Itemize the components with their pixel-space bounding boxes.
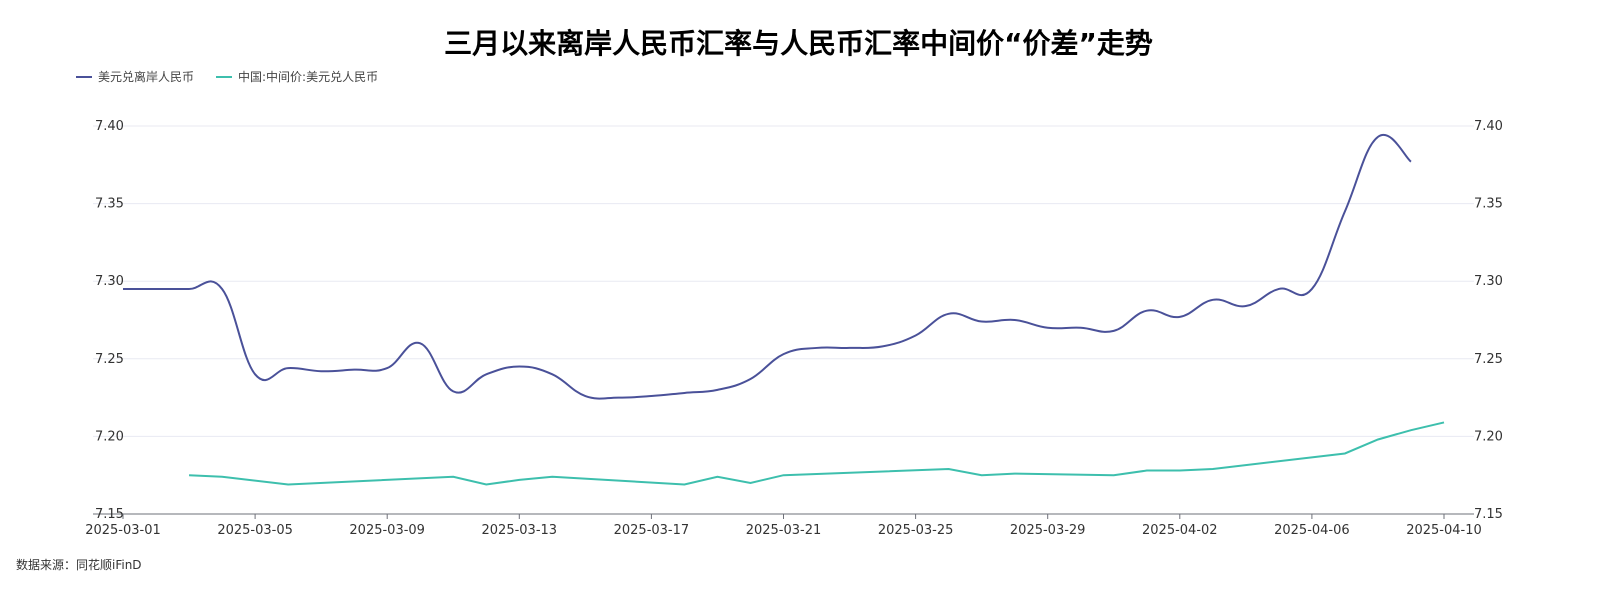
x-tick-label: 2025-03-25 <box>878 523 954 538</box>
y-tick-label-right: 7.25 <box>1474 352 1503 367</box>
y-tick-label-right: 7.35 <box>1474 197 1503 212</box>
y-tick-label-right: 7.40 <box>1474 119 1503 134</box>
legend-item-offshore[interactable]: 美元兑离岸人民币 <box>76 68 194 85</box>
legend-label: 美元兑离岸人民币 <box>98 70 195 84</box>
x-tick-label: 2025-03-05 <box>217 523 293 538</box>
series-line-0 <box>123 133 1412 400</box>
x-tick-label: 2025-03-21 <box>746 523 822 538</box>
x-tick-label: 2025-03-17 <box>614 523 690 538</box>
y-tick-label-left: 7.20 <box>95 429 124 444</box>
y-tick-label-left: 7.35 <box>95 197 124 212</box>
series-line-1 <box>189 421 1445 486</box>
y-tick-label-left: 7.40 <box>95 119 124 134</box>
legend-label: 中国:中间价:美元兑人民币 <box>238 70 379 84</box>
chart-title: 三月以来离岸人民币汇率与人民币汇率中间价“价差”走势 <box>444 27 1153 60</box>
x-tick-label: 2025-03-29 <box>1010 523 1086 538</box>
y-tick-label-left: 7.15 <box>95 507 124 522</box>
x-tick-label: 2025-04-10 <box>1406 523 1482 538</box>
legend: 美元兑离岸人民币 中国:中间价:美元兑人民币 <box>76 68 378 85</box>
y-tick-label-right: 7.20 <box>1474 429 1503 444</box>
y-tick-label-right: 7.15 <box>1474 507 1503 522</box>
x-tick-label: 2025-03-09 <box>349 523 425 538</box>
y-tick-label-right: 7.30 <box>1474 274 1503 289</box>
legend-line-icon <box>216 75 233 78</box>
x-tick-label: 2025-03-01 <box>85 523 161 538</box>
x-tick-label: 2025-04-06 <box>1274 523 1350 538</box>
y-tick-label-left: 7.25 <box>95 352 124 367</box>
legend-item-midpoint[interactable]: 中国:中间价:美元兑人民币 <box>216 68 378 85</box>
legend-line-icon <box>76 75 92 78</box>
x-tick-label: 2025-03-13 <box>482 523 558 538</box>
data-source: 数据来源：同花顺iFinD <box>16 558 142 572</box>
x-tick-label: 2025-04-02 <box>1142 523 1218 538</box>
y-tick-label-left: 7.30 <box>95 274 124 289</box>
